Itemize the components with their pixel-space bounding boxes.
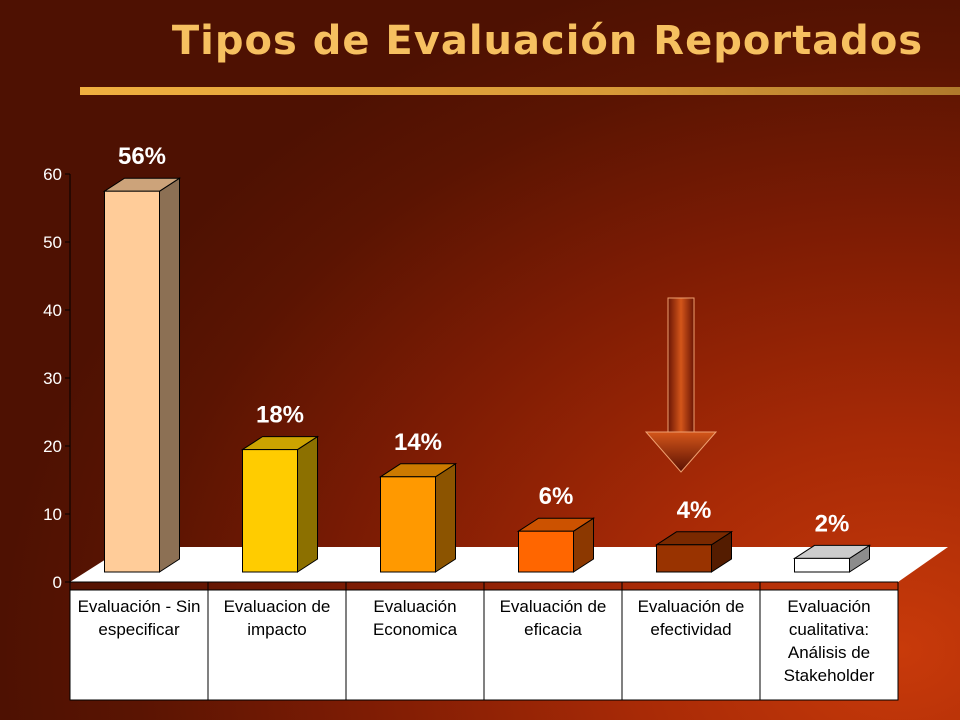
bar-side — [435, 462, 456, 573]
y-tick-label: 30 — [43, 369, 62, 388]
x-tick-label: Evaluación de — [638, 597, 745, 616]
data-label: 14% — [394, 429, 442, 456]
down-arrow-icon — [667, 297, 695, 433]
x-tick-label: cualitativa: — [789, 620, 869, 639]
bar-front — [104, 190, 160, 573]
data-label: 18% — [256, 402, 304, 429]
x-tick-label: Análisis de — [788, 643, 870, 662]
title-underline — [80, 87, 960, 95]
bar-front — [656, 544, 712, 573]
x-tick-label: Evaluacion de — [224, 597, 331, 616]
x-tick-label: eficacia — [524, 620, 582, 639]
y-tick-label: 20 — [43, 437, 62, 456]
x-tick-label: Evaluación de — [500, 597, 607, 616]
x-tick-label: Evaluación - Sin — [78, 597, 201, 616]
bar — [378, 462, 458, 573]
y-tick-label: 0 — [53, 573, 62, 592]
x-tick-label: efectividad — [650, 620, 731, 639]
page-title: Tipos de Evaluación Reportados — [171, 18, 924, 64]
bar — [792, 544, 872, 573]
bar-front — [518, 530, 574, 573]
y-tick-label: 10 — [43, 505, 62, 524]
y-tick-label: 60 — [43, 165, 62, 184]
x-tick-label: impacto — [247, 620, 307, 639]
bar-front — [242, 449, 298, 573]
bar — [240, 435, 320, 573]
data-label: 2% — [815, 510, 850, 537]
bar-side — [159, 177, 180, 573]
x-tick-label: Economica — [373, 620, 458, 639]
bar — [654, 530, 734, 573]
y-tick-label: 40 — [43, 301, 62, 320]
bar-front — [380, 476, 436, 573]
bar — [516, 517, 596, 573]
bar — [102, 177, 182, 573]
data-label: 56% — [118, 143, 166, 170]
y-tick-label: 50 — [43, 233, 62, 252]
bar-side — [297, 435, 318, 573]
x-tick-label: Evaluación — [787, 597, 870, 616]
x-tick-label: Stakeholder — [784, 666, 875, 685]
x-tick-label: especificar — [98, 620, 180, 639]
data-label: 4% — [677, 497, 712, 524]
bar-front — [794, 557, 850, 573]
x-tick-label: Evaluación — [373, 597, 456, 616]
down-arrow-head — [644, 431, 718, 473]
data-label: 6% — [539, 483, 574, 510]
